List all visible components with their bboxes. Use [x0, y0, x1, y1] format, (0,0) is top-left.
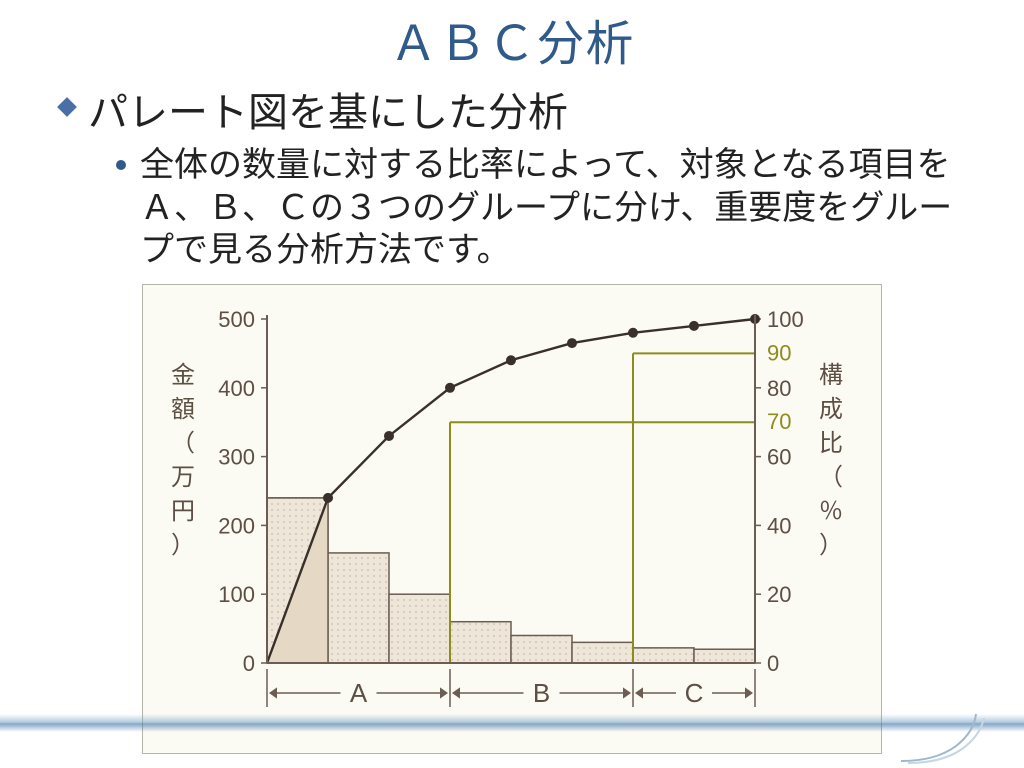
svg-text:）: ）: [171, 532, 195, 559]
svg-text:80: 80: [767, 375, 791, 400]
svg-text:）: ）: [819, 532, 843, 559]
svg-text:％: ％: [819, 498, 843, 525]
svg-text:100: 100: [767, 307, 804, 332]
svg-text:比: 比: [819, 430, 843, 457]
page-title: ＡＢＣ分析: [0, 4, 1024, 74]
svg-text:0: 0: [243, 651, 255, 676]
svg-text:60: 60: [767, 444, 791, 469]
svg-text:額: 額: [171, 396, 195, 423]
pareto-chart: 0 100 200 300 400 500 0 20 40 60 80 100 70 90 A B C 金額 （ 万円…: [142, 284, 882, 754]
svg-text:200: 200: [218, 513, 255, 538]
content-area: パレート図を基にした分析 全体の数量に対する比率によって、対象となる項目をＡ、Ｂ…: [0, 80, 1024, 272]
bullet-level1: パレート図を基にした分析: [60, 80, 1024, 138]
svg-text:（: （: [171, 430, 195, 457]
svg-text:400: 400: [218, 375, 255, 400]
pareto-chart-svg: 0 100 200 300 400 500 0 20 40 60 80 100 70 90 A B C 金額 （ 万円…: [155, 303, 853, 741]
page-curl-icon: [896, 706, 1006, 766]
svg-text:100: 100: [218, 582, 255, 607]
svg-text:300: 300: [218, 444, 255, 469]
svg-text:0: 0: [767, 651, 779, 676]
svg-text:成: 成: [819, 396, 843, 423]
svg-text:（: （: [819, 464, 843, 491]
svg-text:構: 構: [819, 362, 843, 389]
svg-text:万: 万: [171, 464, 195, 491]
svg-text:円: 円: [171, 498, 195, 525]
svg-text:C: C: [685, 678, 704, 708]
svg-text:金: 金: [171, 362, 195, 389]
svg-text:A: A: [350, 678, 368, 708]
svg-text:40: 40: [767, 513, 791, 538]
dot-icon: [116, 160, 126, 170]
svg-text:90: 90: [767, 340, 791, 365]
svg-text:70: 70: [767, 409, 791, 434]
bullet-level2-text: 全体の数量に対する比率によって、対象となる項目をＡ、Ｂ、Ｃの３つのグループに分け…: [140, 144, 964, 272]
slide-divider-band: [0, 714, 1024, 732]
bullet-level2: 全体の数量に対する比率によって、対象となる項目をＡ、Ｂ、Ｃの３つのグループに分け…: [116, 144, 964, 272]
chart-wrapper: 0 100 200 300 400 500 0 20 40 60 80 100 70 90 A B C 金額 （ 万円…: [0, 284, 1024, 754]
svg-text:B: B: [533, 678, 550, 708]
svg-text:500: 500: [218, 307, 255, 332]
svg-text:20: 20: [767, 582, 791, 607]
bullet-level1-text: パレート図を基にした分析: [88, 80, 568, 138]
diamond-icon: [57, 97, 77, 117]
